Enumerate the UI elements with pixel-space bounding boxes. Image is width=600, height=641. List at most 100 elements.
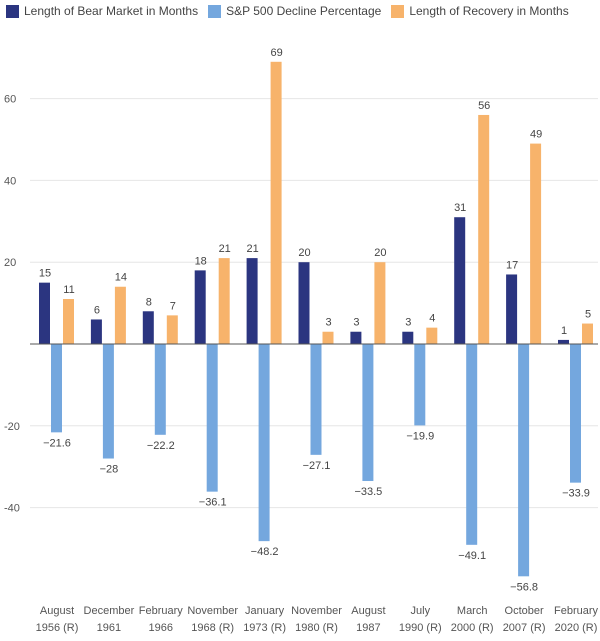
bar	[582, 323, 593, 344]
bar	[518, 344, 530, 577]
bar	[194, 270, 206, 344]
x-tick-label: 1973 (R)	[243, 622, 286, 634]
bar	[322, 331, 334, 344]
bar	[51, 344, 62, 433]
bar	[206, 344, 218, 492]
bar	[102, 344, 114, 459]
bar	[414, 344, 426, 426]
data-label: −49.1	[458, 550, 486, 562]
data-label: −28	[100, 464, 119, 476]
x-tick-label: 1956 (R)	[36, 622, 79, 634]
bar	[270, 61, 282, 344]
data-label: 14	[115, 272, 127, 284]
x-tick-label: 1990 (R)	[399, 622, 442, 634]
bar	[350, 331, 362, 344]
data-label: 56	[478, 100, 490, 112]
y-tick-label: -40	[4, 503, 20, 515]
data-label: 3	[405, 317, 411, 329]
bar	[298, 262, 310, 344]
data-label: 20	[374, 247, 386, 259]
data-label: 1	[561, 325, 567, 337]
bar	[310, 344, 322, 455]
legend-swatch	[391, 4, 405, 18]
bar	[90, 319, 102, 344]
x-tick-label: March	[457, 605, 488, 617]
data-label: 7	[170, 300, 176, 312]
x-tick-label: August	[40, 605, 74, 617]
bar	[154, 344, 166, 435]
x-tick-label: 2007 (R)	[503, 622, 546, 634]
x-tick-label: November	[187, 605, 238, 617]
data-label: 8	[146, 296, 152, 308]
bar	[218, 258, 230, 344]
x-tick-label: January	[245, 605, 285, 617]
legend-item: S&P 500 Decline Percentage	[208, 4, 381, 18]
data-label: 3	[325, 317, 331, 329]
x-tick-label: February	[554, 605, 599, 617]
x-tick-label: 1966	[149, 622, 173, 634]
legend-swatch	[6, 4, 19, 18]
bar	[258, 344, 270, 542]
data-label: −21.6	[43, 437, 71, 449]
data-label: 17	[506, 259, 518, 271]
data-label: 6	[94, 304, 100, 316]
legend-item: Length of Recovery in Months	[391, 4, 569, 18]
x-tick-label: 2020 (R)	[555, 622, 598, 634]
legend: Length of Bear Market in Months S&P 500 D…	[6, 4, 579, 18]
legend-label: Length of Bear Market in Months	[24, 4, 199, 18]
y-tick-label: -20	[4, 421, 20, 433]
bar	[402, 331, 414, 344]
bar	[426, 327, 438, 344]
x-tick-label: 1980 (R)	[295, 622, 338, 634]
bar	[246, 258, 258, 344]
x-tick-label: 1961	[97, 622, 121, 634]
data-label: −33.9	[562, 488, 590, 500]
bar	[362, 344, 374, 482]
bar	[466, 344, 478, 545]
bar	[570, 344, 581, 483]
bar	[374, 262, 386, 344]
data-label: −56.8	[510, 581, 538, 593]
x-tick-label: December	[84, 605, 135, 617]
x-tick-label: July	[411, 605, 431, 617]
bar	[454, 217, 466, 344]
data-label: 20	[298, 247, 310, 259]
bar	[478, 114, 490, 345]
x-tick-label: 2000 (R)	[451, 622, 494, 634]
data-label: 11	[63, 284, 74, 296]
data-label: 5	[585, 309, 591, 321]
data-label: 31	[454, 202, 466, 214]
x-tick-label: August	[351, 605, 385, 617]
bar	[142, 311, 154, 344]
data-label: 4	[429, 313, 435, 325]
y-tick-label: 20	[4, 257, 16, 269]
bar	[530, 143, 542, 344]
data-label: 21	[219, 243, 231, 255]
bar	[39, 282, 50, 344]
data-label: −36.1	[199, 497, 227, 509]
x-tick-label: November	[291, 605, 342, 617]
y-tick-label: 40	[4, 175, 16, 187]
x-tick-label: 1987	[356, 622, 380, 634]
x-tick-label: February	[139, 605, 184, 617]
bar	[558, 339, 569, 344]
data-label: −19.9	[406, 430, 434, 442]
x-tick-label: 1968 (R)	[191, 622, 234, 634]
data-label: 3	[353, 317, 359, 329]
legend-swatch	[208, 4, 222, 18]
bar	[506, 274, 518, 344]
bar	[63, 299, 74, 344]
bar	[166, 315, 178, 344]
bar	[114, 286, 126, 344]
data-label: 15	[39, 268, 51, 280]
data-label: −33.5	[354, 486, 382, 498]
data-label: −48.2	[251, 546, 279, 558]
legend-label: S&P 500 Decline Percentage	[226, 4, 382, 18]
legend-label: Length of Recovery in Months	[409, 4, 569, 18]
x-tick-label: October	[505, 605, 544, 617]
data-label: 69	[270, 47, 282, 59]
data-label: 21	[246, 243, 258, 255]
data-label: 49	[530, 129, 542, 141]
data-label: −22.2	[147, 440, 175, 452]
